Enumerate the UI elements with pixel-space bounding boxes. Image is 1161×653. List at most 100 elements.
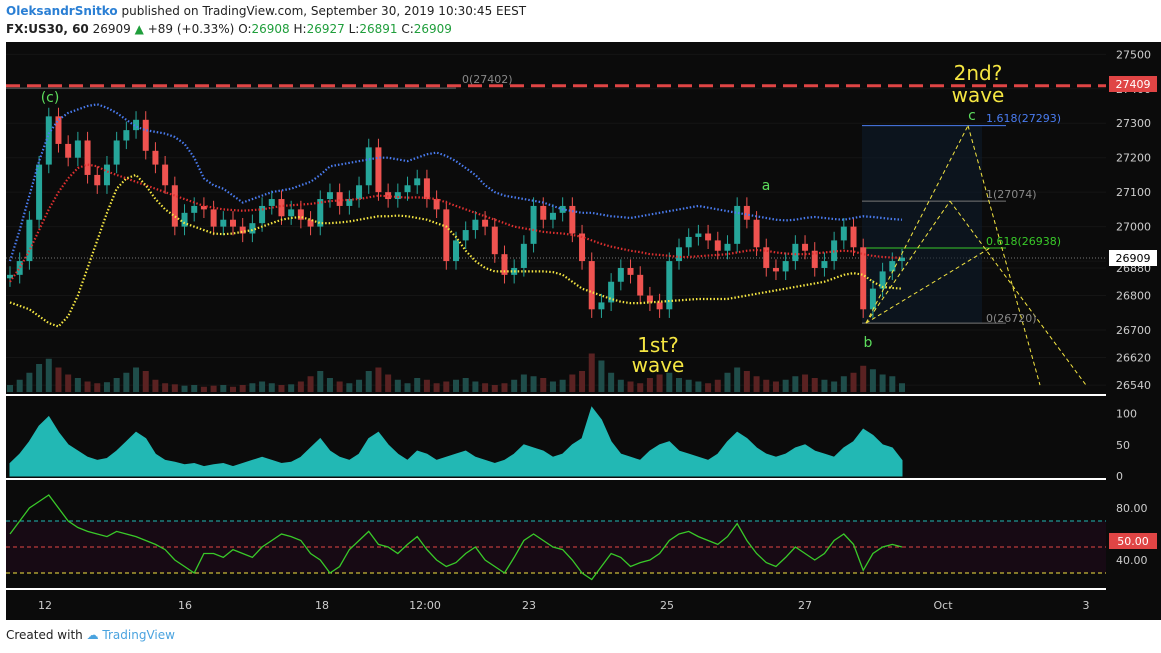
volume-bar — [404, 383, 411, 392]
candle-body — [695, 233, 702, 237]
created-with-text: Created with — [6, 628, 83, 642]
price-tick-label: 27300 — [1116, 117, 1151, 130]
candle-body — [259, 205, 266, 224]
volume-bar — [889, 376, 896, 392]
fib-0618-label: 0.618(26938) — [986, 235, 1061, 248]
volume-bar — [268, 383, 275, 392]
candle-body — [501, 254, 508, 275]
candle-body — [608, 281, 615, 303]
first-wave-label: 1st? — [637, 333, 679, 357]
candle-body — [220, 219, 227, 227]
volume-bar — [55, 367, 62, 392]
volume-bar — [869, 369, 876, 392]
rsi-tick-label: 40.00 — [1116, 554, 1148, 567]
candle-body — [84, 140, 91, 175]
volume-tick-label: 0 — [1116, 470, 1123, 483]
candle-body — [404, 185, 411, 193]
volume-bar — [559, 379, 566, 392]
candle-body — [103, 164, 110, 186]
h-label: H: — [293, 22, 307, 36]
volume-bar — [685, 379, 692, 392]
up-arrow-icon: ▲ — [134, 22, 144, 36]
wave-c-label: (c) — [41, 90, 60, 106]
volume-bar — [617, 379, 624, 392]
candle-body — [36, 164, 43, 220]
volume-bar — [588, 353, 595, 392]
wave-b-label: b — [864, 335, 873, 351]
tradingview-logo-icon[interactable]: ☁ — [86, 628, 99, 642]
volume-bar — [16, 379, 23, 392]
volume-bar — [171, 384, 178, 392]
candle-body — [802, 243, 809, 251]
tradingview-brand[interactable]: TradingView — [102, 628, 175, 642]
candle-body — [142, 119, 149, 151]
volume-bar — [772, 381, 779, 392]
time-tick-label: 12 — [38, 599, 52, 612]
volume-bar — [608, 372, 615, 392]
volume-bar — [288, 384, 295, 392]
candle-body — [637, 274, 644, 296]
candle-body — [879, 271, 886, 289]
candle-body — [462, 230, 469, 241]
candle-body — [772, 267, 779, 272]
candle-body — [453, 240, 459, 262]
volume-bar — [540, 378, 547, 392]
candle-body — [646, 295, 653, 303]
volume-bar — [307, 376, 314, 392]
candle-body — [346, 199, 353, 206]
volume-bar — [336, 381, 343, 392]
volume-bar — [511, 379, 518, 392]
author-name[interactable]: OleksandrSnitko — [6, 4, 118, 18]
volume-bar — [249, 383, 256, 392]
price-chart[interactable]: 2750027400273002720027100270002690026880… — [0, 42, 1161, 620]
candle-body — [724, 243, 731, 251]
rsi-tick-label: 80.00 — [1116, 502, 1148, 515]
candle-body — [113, 140, 120, 165]
projection-line — [865, 125, 969, 324]
volume-bar — [656, 374, 663, 392]
price-tick-label: 27200 — [1116, 152, 1151, 165]
projection-line — [865, 200, 951, 324]
last-price-text: 26909 — [1116, 252, 1151, 265]
candle-body — [714, 240, 721, 251]
volume-bar — [317, 371, 324, 392]
candle-body — [16, 261, 23, 275]
volume-bar — [840, 376, 847, 392]
candle-body — [191, 205, 198, 213]
volume-bar — [743, 371, 750, 392]
candle-body — [666, 261, 673, 310]
volume-bar — [462, 378, 469, 392]
volume-bar — [191, 385, 198, 392]
volume-bar — [598, 360, 605, 392]
candle-body — [811, 250, 818, 268]
volume-bar — [365, 371, 372, 392]
volume-bar — [74, 378, 81, 392]
volume-bar — [152, 379, 159, 392]
volume-bar — [753, 376, 760, 392]
candle-body — [45, 116, 52, 165]
volume-bar — [491, 385, 498, 392]
volume-bar — [579, 371, 586, 392]
volume-bar — [220, 385, 227, 392]
volume-bar — [142, 371, 149, 392]
volume-bar — [65, 374, 72, 392]
candle-body — [579, 233, 586, 262]
candle-body — [549, 212, 556, 220]
candle-body — [627, 267, 634, 275]
publish-header: OleksandrSnitko published on TradingView… — [6, 4, 526, 18]
volume-bar — [181, 385, 188, 392]
candle-body — [598, 302, 605, 310]
candle-body — [423, 178, 430, 200]
volume-bar — [850, 372, 857, 392]
volume-bar — [792, 376, 799, 392]
volume-bar — [714, 379, 721, 392]
candle-body — [74, 140, 81, 158]
candle-body — [491, 226, 498, 255]
volume-bar — [162, 383, 169, 392]
volume-bar — [210, 385, 217, 392]
last-price: 26909 — [92, 22, 131, 36]
candle-body — [307, 219, 314, 227]
volume-bar — [375, 367, 382, 392]
volume-bar — [811, 378, 818, 392]
last-price-tag — [1109, 250, 1157, 266]
